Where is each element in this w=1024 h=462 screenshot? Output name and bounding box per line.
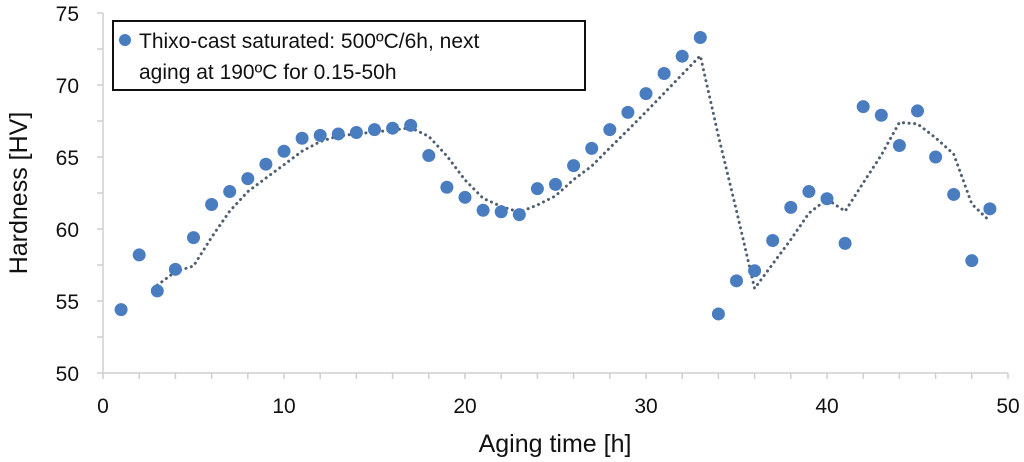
- data-point: [187, 231, 200, 245]
- data-point: [241, 172, 255, 186]
- data-point: [965, 254, 979, 268]
- data-point: [911, 104, 924, 118]
- data-point: [711, 307, 725, 321]
- data-point: [675, 49, 689, 63]
- x-tick-label: 50: [996, 395, 1019, 418]
- data-point: [150, 284, 164, 298]
- data-point: [549, 177, 562, 191]
- x-axis-title: Aging time [h]: [479, 430, 632, 458]
- legend-label-line-1: Thixo-cast saturated: 500ºC/6h, next: [139, 30, 480, 53]
- x-ticks: 0 10 20 30 40 50: [97, 373, 1020, 418]
- x-tick-label: 10: [272, 395, 295, 418]
- data-point: [368, 123, 381, 137]
- data-point: [621, 105, 635, 119]
- data-point: [748, 264, 762, 278]
- x-tick-label: 40: [815, 395, 838, 418]
- y-tick-label: 70: [56, 75, 79, 98]
- data-point: [458, 190, 472, 204]
- legend-label-line-2: aging at 190ºC for 0.15-50h: [139, 61, 397, 84]
- data-point: [585, 141, 599, 155]
- data-point: [205, 198, 219, 212]
- data-point: [947, 187, 961, 201]
- x-tick-label: 0: [97, 395, 109, 418]
- y-ticks: 50 55 60 65 70 75: [56, 3, 103, 386]
- y-tick-label: 55: [56, 291, 79, 314]
- y-tick-label: 65: [56, 147, 79, 170]
- data-point: [422, 149, 436, 163]
- data-point: [657, 66, 671, 80]
- data-point: [259, 157, 273, 171]
- data-point: [349, 126, 363, 140]
- data-point: [784, 200, 798, 214]
- data-point: [603, 123, 617, 137]
- data-point: [856, 100, 870, 114]
- data-point: [983, 202, 997, 216]
- data-point: [567, 159, 581, 173]
- axes: 50 55 60 65 70 75 0 10 20 30 40 50: [56, 3, 1020, 418]
- legend: Thixo-cast saturated: 500ºC/6h, next agi…: [112, 20, 586, 91]
- legend-box: [112, 20, 586, 91]
- data-point: [313, 128, 327, 142]
- data-point: [476, 203, 490, 217]
- data-point: [404, 118, 418, 132]
- x-tick-label: 20: [453, 395, 476, 418]
- x-tick-label: 30: [634, 395, 657, 418]
- data-point: [639, 87, 653, 101]
- data-point: [168, 262, 182, 276]
- data-point: [512, 208, 526, 222]
- data-point: [132, 248, 146, 262]
- data-point: [802, 185, 816, 199]
- y-tick-label: 75: [56, 3, 79, 26]
- data-point: [440, 180, 454, 194]
- data-point: [929, 150, 943, 164]
- data-point: [820, 192, 834, 206]
- data-point: [114, 303, 128, 317]
- data-point: [730, 274, 743, 288]
- data-point: [874, 108, 888, 122]
- data-point: [838, 236, 852, 250]
- data-point: [693, 30, 707, 44]
- y-tick-label: 50: [56, 363, 79, 386]
- data-point: [530, 182, 544, 196]
- data-point: [386, 121, 400, 135]
- data-point: [331, 127, 345, 141]
- trendline: [155, 52, 992, 293]
- legend-marker: [119, 34, 131, 46]
- trendline-group: [155, 52, 992, 293]
- data-point: [766, 234, 780, 248]
- data-point: [494, 205, 508, 219]
- y-axis-title: Hardness [HV]: [5, 112, 33, 275]
- data-point: [295, 131, 309, 145]
- data-point: [892, 138, 906, 152]
- data-point: [223, 185, 237, 199]
- data-points: [114, 30, 997, 321]
- data-point: [277, 144, 291, 158]
- y-tick-label: 60: [56, 219, 79, 242]
